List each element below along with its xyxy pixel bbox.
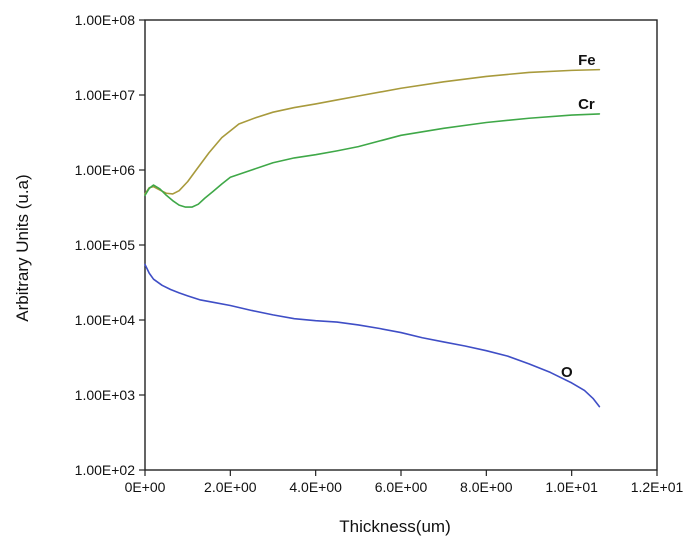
y-tick-label: 1.00E+08 <box>75 12 136 28</box>
y-axis: 1.00E+02 1.00E+03 1.00E+04 1.00E+05 1.00E+06… <box>75 12 145 478</box>
y-tick-label: 1.00E+05 <box>75 237 136 253</box>
series-labels: Fe Cr O <box>561 52 596 381</box>
y-tick-label: 1.00E+07 <box>75 87 136 103</box>
x-axis: 0E+00 2.0E+00 4.0E+00 6.0E+00 8.0E+00 1.0E+01… <box>125 470 684 495</box>
x-tick-label: 1.2E+01 <box>631 479 684 495</box>
y-tick-label: 1.00E+04 <box>75 312 136 328</box>
x-tick-label: 2.0E+00 <box>204 479 257 495</box>
series-line-cr <box>144 113 601 208</box>
series-label-o: O <box>561 364 573 381</box>
series-label-fe: Fe <box>578 52 596 69</box>
x-tick-label: 6.0E+00 <box>375 479 428 495</box>
y-tick-label: 1.00E+02 <box>75 462 136 478</box>
series-label-cr: Cr <box>578 96 595 113</box>
x-axis-title: Thickness(um) <box>339 517 450 536</box>
x-tick-label: 1.0E+01 <box>545 479 598 495</box>
x-tick-label: 4.0E+00 <box>289 479 342 495</box>
y-tick-label: 1.00E+06 <box>75 162 136 178</box>
x-tick-label: 0E+00 <box>125 479 166 495</box>
y-axis-title: Arbitrary Units (u.a) <box>13 174 32 321</box>
series-line-fe <box>144 68 601 195</box>
x-tick-label: 8.0E+00 <box>460 479 513 495</box>
series-line-o <box>144 263 601 408</box>
series-layer <box>144 68 601 408</box>
y-tick-label: 1.00E+03 <box>75 387 136 403</box>
